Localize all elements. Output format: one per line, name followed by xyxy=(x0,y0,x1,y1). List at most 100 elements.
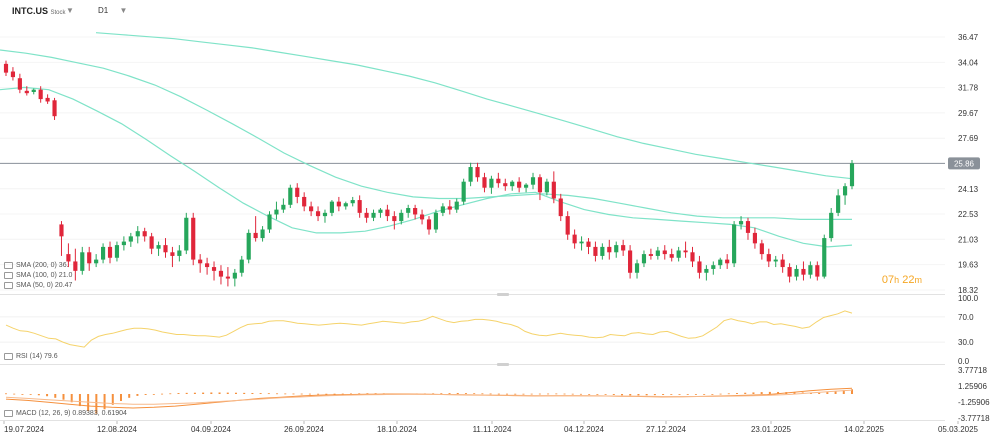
bear-candle[interactable] xyxy=(447,206,452,210)
bull-candle[interactable] xyxy=(704,268,709,273)
bull-candle[interactable] xyxy=(350,200,355,204)
bear-candle[interactable] xyxy=(558,198,563,217)
bull-candle[interactable] xyxy=(101,246,106,260)
bull-candle[interactable] xyxy=(454,201,459,210)
bull-candle[interactable] xyxy=(184,217,189,251)
bull-candle[interactable] xyxy=(849,163,855,187)
bear-candle[interactable] xyxy=(225,276,230,279)
bear-candle[interactable] xyxy=(725,259,730,264)
bull-candle[interactable] xyxy=(822,238,827,277)
bear-candle[interactable] xyxy=(392,216,397,222)
bull-candle[interactable] xyxy=(510,181,515,187)
bear-candle[interactable] xyxy=(690,252,695,262)
bull-candle[interactable] xyxy=(773,259,778,262)
candlesticks[interactable] xyxy=(3,60,855,287)
indicator-macd[interactable]: MACD (12, 26, 9) 0.89383, 0.61904 xyxy=(4,410,127,417)
bear-candle[interactable] xyxy=(697,261,702,273)
bear-candle[interactable] xyxy=(413,208,418,215)
bull-candle[interactable] xyxy=(524,184,529,188)
bull-candle[interactable] xyxy=(31,89,36,93)
bull-candle[interactable] xyxy=(489,178,494,188)
bear-candle[interactable] xyxy=(503,183,508,187)
bear-candle[interactable] xyxy=(801,268,806,275)
bull-candle[interactable] xyxy=(468,167,473,182)
bull-candle[interactable] xyxy=(808,265,813,275)
bear-candle[interactable] xyxy=(45,97,50,102)
bull-candle[interactable] xyxy=(406,208,411,213)
bull-candle[interactable] xyxy=(156,245,161,249)
bear-candle[interactable] xyxy=(628,250,633,273)
bear-candle[interactable] xyxy=(669,254,674,258)
bear-candle[interactable] xyxy=(24,90,29,94)
bull-candle[interactable] xyxy=(711,265,716,269)
bull-candle[interactable] xyxy=(177,250,182,256)
bear-candle[interactable] xyxy=(211,267,217,271)
bull-candle[interactable] xyxy=(794,268,799,277)
bear-candle[interactable] xyxy=(315,211,321,217)
bull-candle[interactable] xyxy=(343,203,348,207)
bull-candle[interactable] xyxy=(600,246,605,256)
bear-candle[interactable] xyxy=(87,252,92,264)
bull-candle[interactable] xyxy=(128,236,133,242)
bear-candle[interactable] xyxy=(3,63,9,73)
bull-candle[interactable] xyxy=(114,245,120,258)
bear-candle[interactable] xyxy=(586,241,591,247)
bull-candle[interactable] xyxy=(267,214,272,230)
bear-candle[interactable] xyxy=(302,196,307,207)
bear-candle[interactable] xyxy=(52,100,57,117)
bear-candle[interactable] xyxy=(357,200,362,213)
bear-candle[interactable] xyxy=(59,224,64,237)
timeframe-selector[interactable]: D1 ▼ xyxy=(98,6,127,15)
bear-candle[interactable] xyxy=(364,212,369,218)
pane-resize-handle[interactable] xyxy=(497,363,509,366)
bull-candle[interactable] xyxy=(239,259,244,273)
bull-candle[interactable] xyxy=(80,252,85,271)
bull-candle[interactable] xyxy=(634,263,640,273)
bear-candle[interactable] xyxy=(752,232,757,244)
bear-candle[interactable] xyxy=(309,206,314,212)
symbol-selector[interactable]: INTC.US Stock xyxy=(12,6,66,16)
bull-candle[interactable] xyxy=(530,177,536,185)
bull-candle[interactable] xyxy=(641,254,647,264)
indicator-sma50[interactable]: SMA (50, 0) 20.47 xyxy=(4,282,72,289)
bull-candle[interactable] xyxy=(329,201,334,213)
bear-candle[interactable] xyxy=(759,243,764,255)
bull-candle[interactable] xyxy=(676,250,681,258)
bull-candle[interactable] xyxy=(94,259,99,264)
bull-candle[interactable] xyxy=(579,241,584,244)
bull-candle[interactable] xyxy=(440,206,445,213)
bear-candle[interactable] xyxy=(170,252,175,256)
bull-candle[interactable] xyxy=(135,231,140,237)
bull-candle[interactable] xyxy=(378,209,383,213)
indicator-rsi[interactable]: RSI (14) 79.6 xyxy=(4,353,58,360)
bear-candle[interactable] xyxy=(787,267,792,277)
bear-candle[interactable] xyxy=(149,236,154,249)
bull-candle[interactable] xyxy=(121,241,126,246)
bull-candle[interactable] xyxy=(732,224,737,264)
pane-resize-handle[interactable] xyxy=(497,293,509,296)
bear-candle[interactable] xyxy=(17,78,22,90)
settings-icon[interactable] xyxy=(4,272,13,279)
bull-candle[interactable] xyxy=(738,221,744,225)
bear-candle[interactable] xyxy=(253,232,258,239)
bear-candle[interactable] xyxy=(662,250,667,255)
bear-candle[interactable] xyxy=(38,89,43,100)
bear-candle[interactable] xyxy=(537,177,543,193)
settings-icon[interactable] xyxy=(4,410,13,417)
bear-candle[interactable] xyxy=(426,219,432,230)
bear-candle[interactable] xyxy=(10,71,16,78)
bull-candle[interactable] xyxy=(288,187,293,205)
settings-icon[interactable] xyxy=(4,262,13,269)
bear-candle[interactable] xyxy=(815,265,820,277)
bear-candle[interactable] xyxy=(295,187,300,197)
bull-candle[interactable] xyxy=(842,186,848,196)
bull-candle[interactable] xyxy=(399,212,404,222)
bull-candle[interactable] xyxy=(232,272,237,279)
settings-icon[interactable] xyxy=(4,282,13,289)
bull-candle[interactable] xyxy=(461,181,466,202)
bear-candle[interactable] xyxy=(745,221,751,233)
bull-candle[interactable] xyxy=(322,212,328,217)
bear-candle[interactable] xyxy=(621,245,626,251)
bull-candle[interactable] xyxy=(655,250,660,256)
bear-candle[interactable] xyxy=(107,246,113,258)
